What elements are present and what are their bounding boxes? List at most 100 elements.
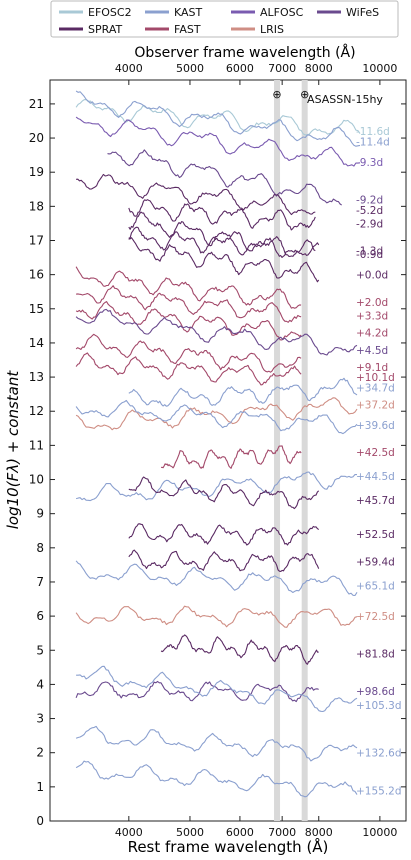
spectrum-phase-label: -9.2d	[356, 195, 383, 207]
spectrum-phase-label: +4.5d	[356, 345, 388, 357]
spectrum-line	[75, 680, 319, 703]
spectrum-phase-label: +52.5d	[356, 529, 395, 541]
legend-label-fast: FAST	[174, 23, 201, 36]
spectrum-line	[75, 397, 358, 431]
y-tick-label: 21	[29, 97, 44, 111]
spectrum-phase-label: +132.6d	[356, 748, 402, 760]
spectrum-line	[75, 301, 302, 341]
spectrum-phase-label: -9.3d	[356, 157, 383, 169]
x-tick-label-bottom: 10000	[362, 826, 397, 839]
y-tick-label: 3	[36, 712, 44, 726]
spectrum-phase-label: -11.6d	[356, 126, 390, 138]
bottom-axis-title: Rest frame wavelength (Å)	[128, 837, 329, 856]
spectrum-phase-label: -2.9d	[356, 218, 383, 230]
y-tick-label: 20	[29, 131, 44, 145]
spectrum-line	[128, 377, 358, 407]
spectrum-line	[128, 199, 316, 231]
spectrum-line	[128, 523, 320, 546]
x-tick-label-top: 10000	[362, 62, 397, 75]
spectrum-line	[76, 665, 358, 713]
y-tick-label: 4	[36, 677, 44, 691]
spectrum-phase-label: +37.2d	[356, 399, 395, 411]
spectrum-line	[75, 116, 361, 167]
y-tick-label: 13	[29, 370, 44, 384]
spectrum-phase-label: -0.9d	[356, 249, 383, 261]
spectrum-phase-label: +45.7d	[356, 495, 395, 507]
spectrum-line	[75, 399, 358, 435]
y-axis-title-text: log10(Fλ) + constant	[4, 370, 22, 530]
y-tick-label: 14	[29, 336, 44, 350]
telluric-band	[301, 80, 308, 821]
x-tick-label-bottom: 6000	[226, 826, 254, 839]
spectrum-phase-label: +105.3d	[356, 700, 402, 712]
spectrum-phase-label: +9.1d	[356, 362, 388, 374]
y-tick-label: 7	[36, 575, 44, 589]
y-tick-label: 11	[29, 438, 44, 452]
spectrum-line	[75, 760, 358, 798]
legend-label-alfosc: ALFOSC	[260, 6, 304, 19]
spectrum-line	[128, 476, 320, 510]
spectrum-line	[76, 173, 316, 216]
y-tick-label: 19	[29, 165, 44, 179]
top-axis-title: Observer frame wavelength (Å)	[134, 44, 355, 61]
x-tick-label-bottom: 8000	[305, 826, 333, 839]
spectrum-phase-label: +3.3d	[356, 311, 388, 323]
spectrum-phase-label: +4.2d	[356, 328, 388, 340]
telluric-symbol: ⊕	[272, 88, 281, 101]
spectrum-line	[75, 90, 361, 147]
plot-area: ⊕ ⊕ -11.6d-11.4d -9.3d -9.2d-5.2d-2.9d -0.9d…	[29, 62, 407, 839]
y-tick-label: 9	[36, 507, 44, 521]
spectrum-line	[75, 605, 358, 628]
spectrum-line	[128, 211, 320, 257]
y-tick-label: 12	[29, 404, 44, 418]
spectrum-phase-label: +72.5d	[356, 611, 395, 623]
y-tick-label: 15	[29, 302, 44, 316]
spectrum-phase-label: +44.5d	[356, 471, 395, 483]
legend-label-lris: LRIS	[260, 23, 284, 36]
spectrum-phase-label: +155.2d	[356, 785, 402, 797]
y-axis-title: log10(Fλ) + constant	[4, 370, 22, 530]
plot-frame	[49, 79, 407, 822]
spectrum-line	[161, 445, 302, 469]
x-tick-label-top: 5000	[176, 62, 204, 75]
spectrum-line	[107, 149, 343, 206]
legend-label-kast: KAST	[174, 6, 203, 19]
spectrum-phase-label: +59.4d	[356, 556, 395, 568]
spectrum-line	[128, 549, 320, 572]
spectrum-line	[75, 333, 302, 373]
spectrum-line	[75, 560, 358, 597]
legend: EFOSC2 KAST ALFOSC WiFeS SPRAT FAST LRIS	[50, 0, 399, 38]
spectrum-line	[160, 634, 319, 665]
y-tick-label: 1	[36, 780, 44, 794]
x-tick-label-top: 7000	[268, 62, 296, 75]
spectrum-line	[75, 266, 302, 309]
spectrum-phase-label: +98.6d	[356, 686, 395, 698]
spectrum-line	[75, 285, 302, 323]
spectrum-line	[75, 99, 361, 136]
spectrum-line	[75, 725, 358, 762]
spectrum-phase-label: -5.2d	[356, 205, 383, 217]
spectrum-line	[75, 471, 358, 502]
spectrum-phase-label: -11.4d	[356, 136, 390, 148]
y-tick-label: 16	[29, 268, 44, 282]
spectrum-phase-label: +42.5d	[356, 447, 395, 459]
telluric-symbol: ⊕	[300, 88, 309, 101]
legend-label-sprat: SPRAT	[88, 23, 122, 36]
svg-text:log10(Fλ) + constant: log10(Fλ) + constant	[4, 370, 22, 530]
spectrum-phase-label: +81.8d	[356, 649, 395, 661]
spectrum-phase-label: -1.3d	[356, 246, 383, 258]
y-tick-label: 0	[36, 814, 44, 828]
spectrum-phase-label: +0.0d	[356, 270, 388, 282]
y-tick-label: 17	[29, 233, 44, 247]
x-tick-label-bottom: 4000	[115, 826, 143, 839]
spectrum-line	[75, 308, 358, 356]
x-tick-label-top: 4000	[115, 62, 143, 75]
spectrum-phase-label: +2.0d	[356, 297, 388, 309]
y-tick-label: 10	[29, 473, 44, 487]
spectrum-line	[128, 237, 320, 283]
legend-box	[50, 0, 399, 38]
chart-title: ASASSN-15hy	[307, 93, 383, 106]
y-tick-label: 18	[29, 199, 44, 213]
x-tick-label-bottom: 7000	[268, 826, 296, 839]
